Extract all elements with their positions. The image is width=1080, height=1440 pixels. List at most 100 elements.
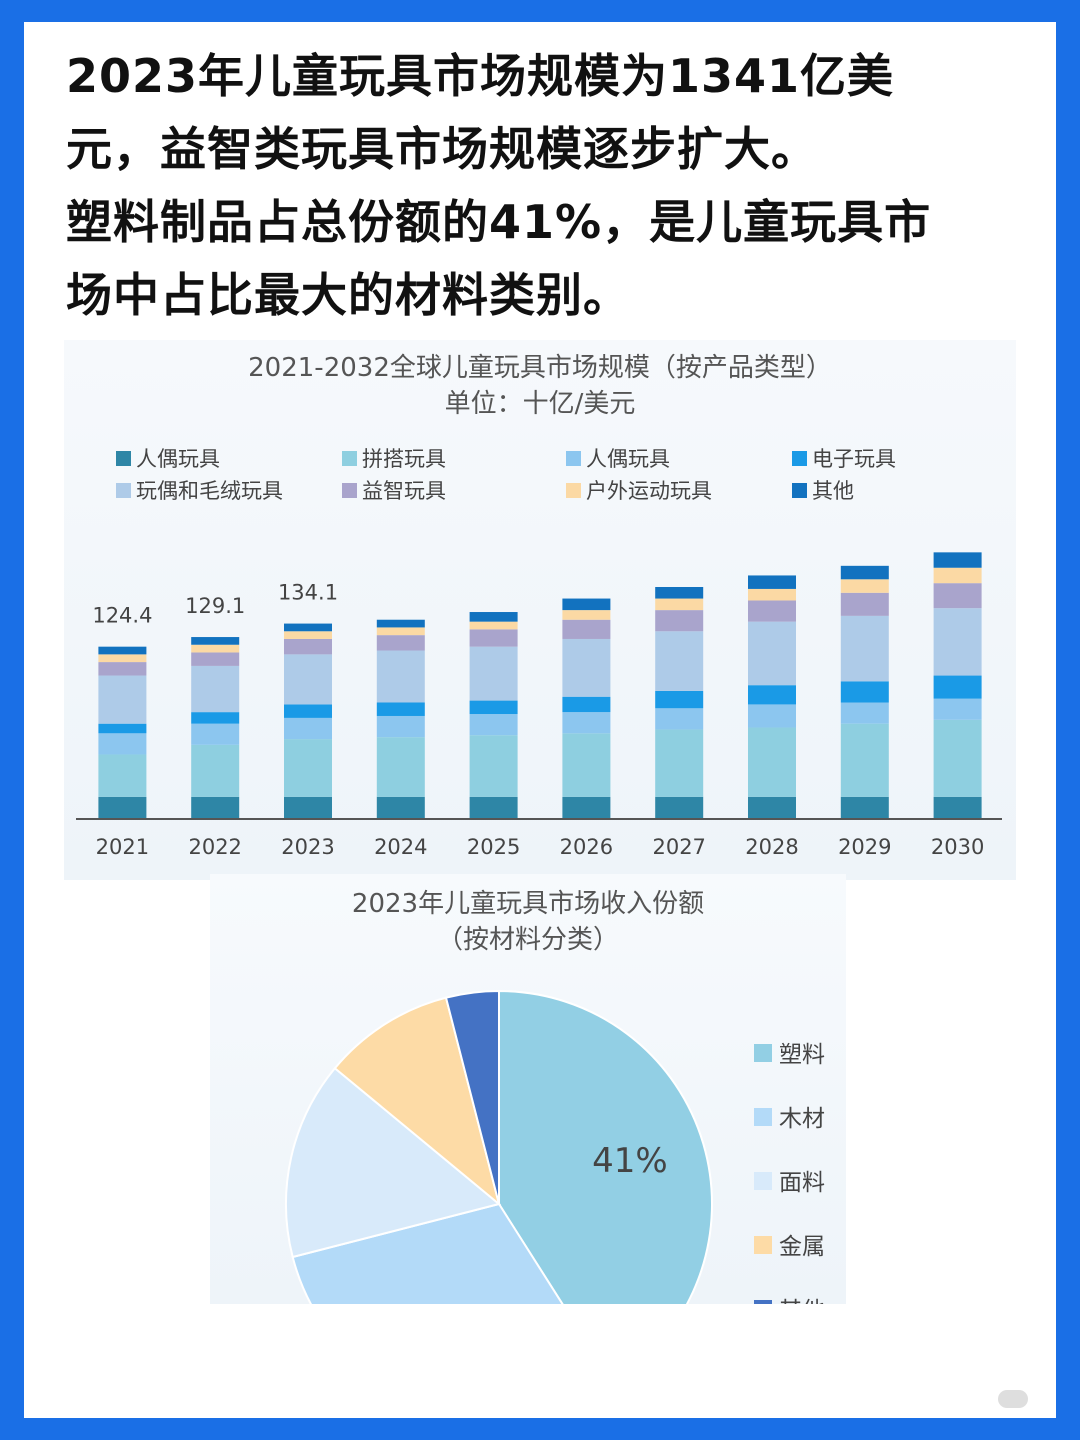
pie-legend-label: 金属 <box>779 1234 825 1260</box>
legend-item: 益智玩具 <box>342 479 446 503</box>
bar-segment <box>655 610 704 632</box>
bar-segment <box>98 733 147 755</box>
bar-segment <box>748 575 796 589</box>
bar-segment <box>98 796 147 818</box>
x-tick-label: 2021 <box>96 835 149 859</box>
headline-line-3: 塑料制品占总份额的41%，是儿童玩具市 <box>66 195 932 249</box>
x-tick-label: 2028 <box>745 835 798 859</box>
legend-label: 其他 <box>812 479 854 503</box>
bar-segment <box>562 598 611 611</box>
bar-segment <box>284 623 332 632</box>
bar-segment <box>748 588 796 601</box>
legend-label: 人偶玩具 <box>136 447 220 471</box>
bar-segment <box>376 619 425 628</box>
bar-total-label: 124.4 <box>92 604 152 628</box>
pie-legend-label: 塑料 <box>779 1042 825 1068</box>
bar-segment <box>284 717 332 740</box>
legend-swatch <box>566 483 581 498</box>
x-tick-label: 2024 <box>374 835 427 859</box>
bar-segment <box>655 598 704 611</box>
pie-slice <box>291 1202 564 1304</box>
bar-segment <box>748 685 796 705</box>
bar-segment <box>933 583 982 609</box>
pie-legend-swatch <box>754 1172 772 1190</box>
pie-legend-label: 木材 <box>779 1106 825 1132</box>
bar-segment <box>562 610 611 620</box>
bar-segment <box>191 723 240 745</box>
bar-segment <box>376 737 425 797</box>
pie-slice-label: 41% <box>592 1141 668 1181</box>
bar-segment <box>98 654 147 663</box>
legend-swatch <box>342 483 357 498</box>
pie-legend-item: 其他 <box>754 1298 825 1304</box>
bar-segment <box>469 646 518 701</box>
legend-swatch <box>566 451 581 466</box>
bar-segment <box>840 723 889 797</box>
bar-segment <box>191 652 240 666</box>
bar-segment <box>284 631 332 639</box>
bar-segment <box>469 629 518 647</box>
bar-segment <box>284 739 332 797</box>
legend-swatch <box>342 451 357 466</box>
bar-segment <box>840 579 889 593</box>
bar-segment <box>748 621 796 686</box>
bar-segment <box>840 565 889 580</box>
bar-segment <box>191 744 240 797</box>
pie-legend-swatch <box>754 1300 772 1304</box>
bar-chart-title: 2021-2032全球儿童玩具市场规模（按产品类型） <box>248 353 832 383</box>
bar-segment <box>469 612 518 622</box>
bar-segment <box>655 796 704 818</box>
bar-segment <box>98 646 147 655</box>
x-tick-label: 2022 <box>188 835 241 859</box>
watermark-badge <box>998 1390 1028 1408</box>
pie-legend-item: 金属 <box>754 1234 825 1260</box>
bar-segment <box>284 796 332 818</box>
bar-segment <box>840 702 889 724</box>
x-tick-label: 2030 <box>931 835 984 859</box>
x-tick-label: 2026 <box>560 835 613 859</box>
bar-segment <box>98 723 147 734</box>
legend-swatch <box>116 451 131 466</box>
bar-segment <box>840 615 889 682</box>
bar-segment <box>655 587 704 599</box>
pie-legend-swatch <box>754 1108 772 1126</box>
legend-label: 人偶玩具 <box>586 447 670 471</box>
pie-legend-item: 面料 <box>754 1170 825 1196</box>
legend-label: 益智玩具 <box>362 479 446 503</box>
bar-segment <box>469 796 518 818</box>
bar-segment <box>98 662 147 676</box>
bar-segment <box>933 796 982 818</box>
x-tick-label: 2027 <box>652 835 705 859</box>
pie-slice <box>333 996 501 1207</box>
legend-item: 其他 <box>792 479 854 503</box>
bar-segment <box>191 712 240 724</box>
bar-segment <box>469 700 518 715</box>
legend-item: 玩偶和毛绒玩具 <box>116 479 283 503</box>
headline: 2023年儿童玩具市场规模为1341亿美 元，益智类玩具市场规模逐步扩大。 塑料… <box>66 40 1026 332</box>
bar-segment <box>376 635 425 651</box>
pie-chart: 2023年儿童玩具市场收入份额 （按材料分类） 41% 塑料木材面料金属其他 <box>285 889 825 1304</box>
bar-chart-panel: 2021-2032全球儿童玩具市场规模（按产品类型） 单位：十亿/美元 人偶玩具 拼搭… <box>64 340 1016 880</box>
bar-segment <box>191 796 240 818</box>
pie-slice <box>498 989 713 1304</box>
legend-label: 电子玩具 <box>812 447 896 471</box>
bar-segment <box>840 681 889 703</box>
legend-item: 人偶玩具 <box>566 447 670 471</box>
legend-item: 拼搭玩具 <box>342 447 446 471</box>
pie-slice <box>285 1066 502 1259</box>
bar-segment <box>191 637 240 645</box>
legend-label: 户外运动玩具 <box>586 479 712 503</box>
legend-item: 人偶玩具 <box>116 447 220 471</box>
bar-segment <box>376 715 425 738</box>
bar-segment <box>840 796 889 818</box>
pie-chart-panel: 2023年儿童玩具市场收入份额 （按材料分类） 41% 塑料木材面料金属其他 <box>210 874 846 1304</box>
x-tick-label: 2029 <box>838 835 891 859</box>
bar-segment <box>562 619 611 639</box>
bar-segment <box>655 631 704 691</box>
bar-segment <box>655 708 704 730</box>
bar-total-label: 129.1 <box>185 594 245 618</box>
pie-legend-swatch <box>754 1236 772 1254</box>
legend-item: 户外运动玩具 <box>566 479 712 503</box>
bar-segment <box>191 644 240 653</box>
